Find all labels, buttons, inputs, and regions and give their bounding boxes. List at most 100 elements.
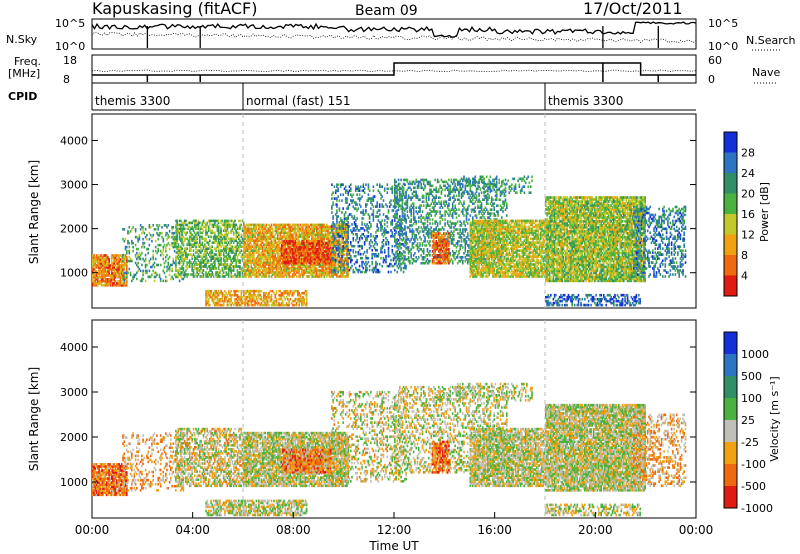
scatter-cell — [191, 233, 193, 237]
scatter-cell — [240, 249, 243, 252]
scatter-cell — [230, 229, 232, 233]
scatter-cell — [94, 278, 97, 281]
scatter-cell — [386, 191, 389, 194]
scatter-cell — [177, 247, 180, 250]
scatter-cell — [152, 224, 154, 227]
scatter-cell — [165, 259, 167, 263]
scatter-cell — [246, 227, 249, 231]
scatter-cell — [92, 272, 94, 275]
scatter-cell — [175, 226, 177, 229]
scatter-cell — [193, 243, 196, 246]
scatter-cell — [137, 237, 139, 241]
scatter-cell — [341, 254, 343, 258]
nsearch-label: N.Search — [746, 34, 796, 47]
scatter-cell — [256, 245, 259, 248]
scatter-cell — [185, 265, 187, 268]
scatter-cell — [209, 265, 211, 268]
scatter-cell — [134, 235, 137, 239]
scatter-cell — [224, 219, 226, 223]
scatter-cell — [108, 268, 110, 271]
scatter-cell — [176, 233, 178, 237]
scatter-cell — [230, 267, 232, 270]
scatter-cell — [230, 249, 232, 252]
scatter-cell — [195, 227, 197, 231]
scatter-cell — [117, 282, 119, 285]
scatter-cell — [249, 231, 251, 235]
scatter-cell — [251, 271, 254, 274]
scatter-cell — [113, 270, 115, 273]
scatter-cell — [350, 248, 352, 252]
scatter-cell — [248, 275, 250, 278]
scatter-cell — [248, 261, 250, 264]
scatter-cell — [217, 245, 220, 248]
scatter-cell — [234, 259, 236, 262]
scatter-cell — [250, 275, 253, 278]
scatter-cell — [263, 263, 265, 266]
scatter-cell — [180, 227, 182, 231]
scatter-cell — [266, 249, 269, 252]
scatter-cell — [168, 230, 171, 233]
scatter-cell — [99, 256, 102, 259]
scatter-cell — [181, 251, 183, 254]
scatter-cell — [200, 225, 202, 229]
scatter-cell — [251, 253, 254, 256]
scatter-cell — [376, 223, 378, 226]
scatter-cell — [163, 243, 166, 247]
scatter-cell — [176, 235, 178, 239]
scatter-cell — [182, 263, 185, 266]
scatter-cell — [178, 233, 181, 237]
scatter-cell — [254, 231, 256, 235]
scatter-cell — [256, 267, 259, 270]
scatter-cell — [122, 274, 124, 277]
scatter-cell — [261, 235, 264, 239]
scatter-cell — [227, 241, 230, 244]
scatter-cell — [172, 259, 175, 263]
scatter-cell — [118, 276, 120, 279]
scatter-cell — [255, 239, 258, 242]
scatter-cell — [177, 269, 180, 272]
scatter-cell — [251, 239, 254, 242]
scatter-cell — [258, 271, 260, 274]
scatter-cell — [264, 269, 266, 272]
scatter-cell — [265, 259, 268, 262]
scatter-cell — [239, 251, 241, 254]
scatter-cell — [246, 245, 249, 248]
scatter-cell — [118, 274, 120, 277]
scatter-cell — [255, 261, 258, 264]
scatter-cell — [191, 239, 193, 242]
scatter-cell — [200, 255, 202, 258]
scatter-cell — [180, 247, 182, 250]
scatter-cell — [144, 259, 147, 263]
scatter-cell — [248, 253, 250, 256]
scatter-cell — [138, 255, 141, 259]
scatter-cell — [104, 256, 107, 259]
scatter-cell — [253, 225, 255, 229]
scatter-cell — [152, 257, 154, 261]
scatter-cell — [259, 263, 261, 266]
scatter-cell — [249, 237, 251, 241]
scatter-cell — [232, 265, 235, 268]
scatter-cell — [177, 271, 180, 274]
scatter-cell — [344, 185, 347, 188]
scatter-cell — [225, 219, 227, 223]
scatter-cell — [352, 248, 355, 252]
scatter-cell — [383, 223, 386, 226]
scatter-cell — [224, 261, 226, 264]
scatter-cell — [158, 224, 161, 227]
scatter-cell — [265, 233, 268, 237]
scatter-cell — [109, 278, 112, 281]
scatter-cell — [367, 231, 370, 234]
scatter-cell — [137, 247, 139, 251]
scatter-cell — [124, 256, 127, 259]
scatter-cell — [177, 227, 180, 231]
scatter-cell — [151, 235, 153, 239]
scatter-cell — [250, 255, 253, 258]
scatter-cell — [225, 259, 227, 262]
scatter-cell — [178, 263, 181, 266]
scatter-cell — [342, 207, 344, 210]
scatter-cell — [127, 239, 129, 243]
scatter-cell — [173, 243, 176, 247]
scatter-cell — [177, 261, 180, 265]
scatter-cell — [396, 270, 399, 274]
scatter-cell — [97, 262, 99, 265]
